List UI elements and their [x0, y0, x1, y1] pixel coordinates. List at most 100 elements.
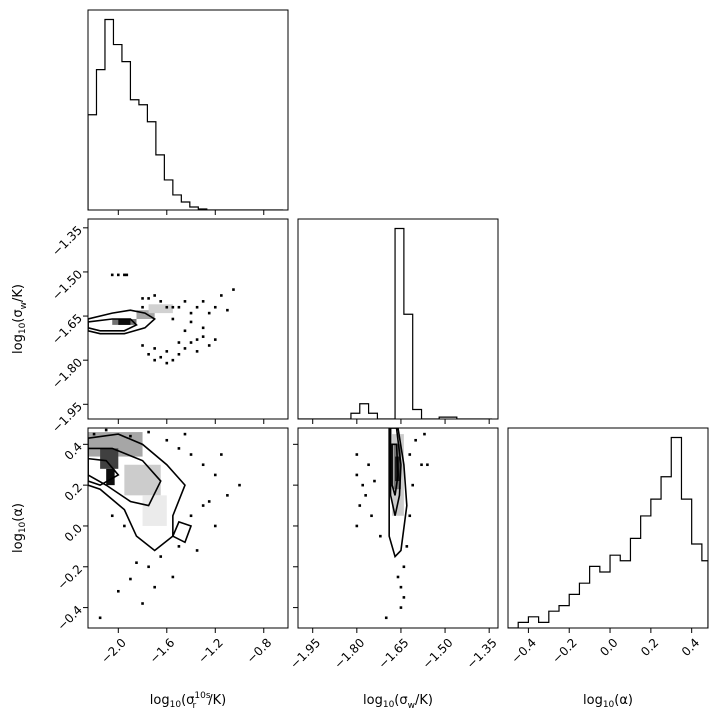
pair-content [88, 273, 235, 365]
sample-point [104, 428, 108, 432]
sample-point [213, 338, 217, 341]
label-part: (σ [181, 693, 194, 708]
sample-point [396, 575, 400, 579]
sample-point [238, 483, 241, 487]
sample-point [370, 514, 373, 518]
sample-point [411, 483, 415, 487]
density-cell [106, 468, 115, 486]
label-sub: w [408, 701, 415, 711]
sample-point [125, 273, 129, 277]
sample-point [364, 494, 367, 497]
sample-point [408, 453, 412, 456]
label-part: log [150, 693, 170, 708]
sample-point [183, 300, 187, 303]
sample-point [402, 596, 406, 599]
panel-frame [297, 218, 499, 420]
sample-point [159, 300, 163, 303]
x-tick-label: −0.4 [509, 636, 540, 667]
x-tick-label: −1.6 [147, 636, 178, 667]
panel-frame [87, 427, 289, 629]
density-cell [124, 464, 161, 496]
sample-point [201, 335, 205, 338]
sample-point [123, 524, 126, 528]
label-sub: w [19, 302, 29, 309]
x-tick-label: −1.80 [332, 636, 368, 672]
sample-point [135, 561, 138, 564]
label-part: /K) [11, 284, 26, 302]
label-sub: 10 [170, 700, 182, 710]
sample-point [171, 358, 175, 362]
label-part: (σ [394, 693, 407, 708]
x-tick-label: −0.8 [244, 636, 275, 667]
x-tick-label: −2.0 [98, 636, 129, 667]
label-part: log [363, 693, 383, 708]
sample-point [379, 534, 382, 538]
sample-point [141, 297, 144, 300]
y-tick-label: −0.2 [55, 562, 86, 593]
histogram-panel-sigma_r [87, 9, 289, 215]
pair-panel-sigma_r-sigma_w: −1.95 −1.80 −1.65 −1.50 −1.35 [49, 218, 289, 435]
sample-point [177, 447, 181, 450]
histogram-step [508, 436, 708, 628]
x-tick-label: 0.2 [638, 636, 661, 659]
x-tick-label: −0.2 [549, 636, 580, 667]
sample-point [159, 355, 163, 359]
y-tick-label: −1.65 [49, 311, 85, 347]
sample-point [153, 294, 156, 297]
density-contour [171, 520, 193, 544]
sample-point [147, 352, 150, 356]
sample-point [213, 305, 217, 309]
sample-point [201, 326, 205, 330]
sample-point [399, 585, 403, 589]
sample-point [153, 347, 156, 350]
sample-point [165, 305, 169, 309]
density-contour [389, 428, 402, 516]
x-axis-label-alpha: log10(α) [583, 693, 633, 710]
sample-point [110, 273, 114, 277]
x-tick-label: −1.65 [376, 636, 412, 672]
sample-point [110, 514, 114, 518]
sample-point [183, 347, 187, 350]
x-tick-label: 0.4 [679, 636, 702, 659]
density-contour [88, 447, 162, 507]
label-sub: 10 [603, 700, 615, 710]
sample-point [384, 616, 388, 620]
sample-point [226, 494, 229, 497]
panel-frame [87, 9, 289, 211]
sample-point [189, 453, 193, 456]
label-sub: r [193, 701, 197, 711]
sample-point [195, 549, 199, 552]
sample-point [355, 453, 359, 456]
sample-point [207, 344, 211, 347]
label-part: (α) [11, 503, 26, 522]
sample-point [165, 438, 169, 442]
density-contour [88, 457, 120, 487]
sample-point [171, 317, 175, 321]
pair-content [355, 428, 429, 620]
sample-point [195, 305, 199, 309]
sample-point [201, 463, 205, 467]
x-axis-label-sigma-w: log10(σw/K) [363, 693, 433, 711]
density-cell [100, 448, 119, 469]
histogram-step [298, 227, 493, 419]
sample-point [153, 585, 156, 589]
sample-point [98, 616, 102, 620]
x-tick-label: −1.35 [464, 636, 500, 672]
sample-point [153, 358, 156, 362]
sample-point [92, 432, 96, 436]
sample-point [373, 479, 376, 483]
pair-content [88, 428, 241, 620]
sample-point [355, 524, 359, 528]
sample-point [399, 606, 403, 609]
density-cell [136, 310, 155, 319]
sample-point [414, 438, 417, 442]
pair-panel-sigma_w-alpha: −1.95 −1.80 −1.65 −1.50 −1.35 [287, 427, 500, 672]
label-part: log [11, 533, 26, 553]
label-sub: 10 [383, 700, 395, 710]
y-tick-label: 0.4 [62, 440, 85, 463]
sample-point [177, 545, 181, 548]
label-part: (α) [614, 693, 633, 708]
density-cell [148, 304, 173, 314]
sample-point [408, 514, 412, 518]
sample-point [402, 565, 406, 569]
